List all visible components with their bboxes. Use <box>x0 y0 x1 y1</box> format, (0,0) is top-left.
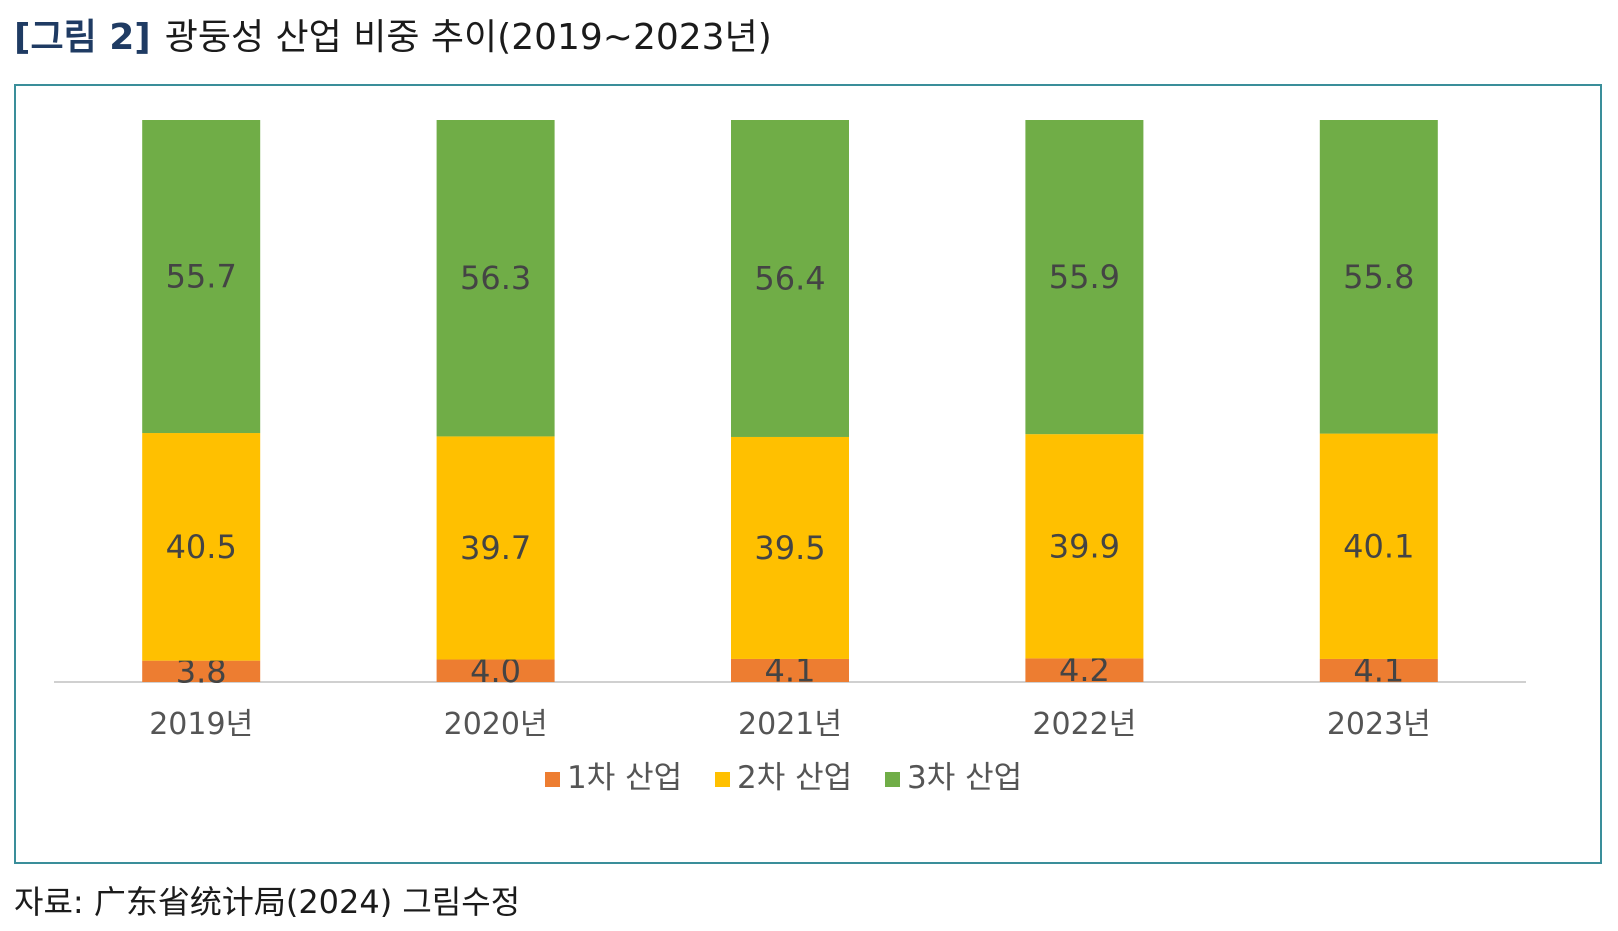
bar-segment-3 <box>731 120 849 437</box>
data-label: 39.7 <box>460 529 531 567</box>
chart-frame: 3.8 40.5 55.7 2019년 4.0 39.7 56.3 2020년 4.1 39.5 5… <box>14 84 1602 864</box>
bar-segment-1 <box>142 660 261 682</box>
x-tick-label: 2022년 <box>1032 707 1136 742</box>
bar-segment-2 <box>436 436 555 660</box>
data-label: 55.7 <box>166 258 237 296</box>
figure-title-text: 광둥성 산업 비중 추이(2019~2023년) <box>164 17 772 58</box>
x-tick-label: 2021년 <box>738 707 842 742</box>
legend-label: 2차 산업 <box>737 760 852 796</box>
bar-segment-2 <box>731 436 849 659</box>
bar-segment-2 <box>1025 434 1144 659</box>
figure-label: [그림 2] <box>14 17 151 58</box>
data-label: 39.9 <box>1049 527 1120 565</box>
bar-segment-1 <box>1319 658 1438 682</box>
figure-title: [그림 2] 광둥성 산업 비중 추이(2019~2023년) <box>14 14 772 62</box>
data-label: 56.3 <box>460 259 531 297</box>
source-note: 자료: 广东省统计局(2024) 그림수정 <box>14 883 521 921</box>
data-label: 56.4 <box>754 259 825 297</box>
x-tick-label: 2023년 <box>1327 707 1431 742</box>
bar-segment-3 <box>1319 120 1438 434</box>
legend-swatch <box>715 772 730 787</box>
bar-segment-1 <box>731 658 849 682</box>
bar-segment-1 <box>436 659 555 682</box>
bar-segment-1 <box>1025 658 1144 682</box>
bar-segment-2 <box>1319 433 1438 659</box>
bar-segment-2 <box>142 433 261 661</box>
stacked-bar-chart: 3.840.555.72019년4.039.756.32020년4.139.55… <box>54 120 1526 796</box>
legend-label: 3차 산업 <box>907 760 1022 796</box>
data-label: 55.8 <box>1343 258 1414 296</box>
bar-segment-3 <box>1025 120 1144 435</box>
bar-segment-3 <box>142 120 261 434</box>
legend-swatch <box>885 772 900 787</box>
legend-label: 1차 산업 <box>567 760 682 796</box>
bar-segment-3 <box>436 120 555 437</box>
data-label: 40.5 <box>166 528 237 566</box>
data-label: 40.1 <box>1343 527 1414 565</box>
x-tick-label: 2019년 <box>149 707 253 742</box>
x-tick-label: 2020년 <box>444 707 548 742</box>
legend-swatch <box>545 772 560 787</box>
data-label: 55.9 <box>1049 258 1120 296</box>
data-label: 39.5 <box>754 529 825 567</box>
